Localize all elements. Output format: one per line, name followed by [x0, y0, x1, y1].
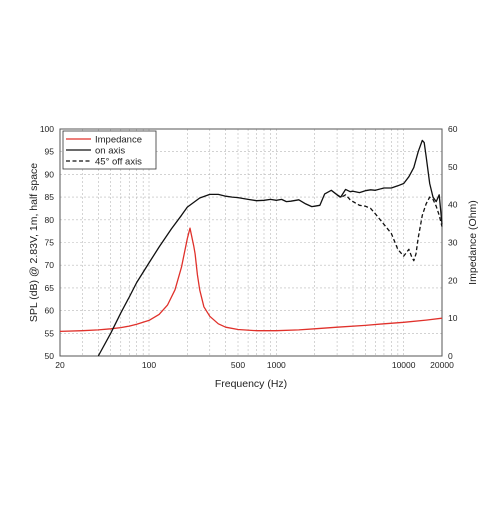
series-layer: [59, 139, 443, 357]
y2-tick-label: 50: [448, 162, 458, 172]
x-tick-label: 20000: [430, 360, 454, 370]
y-tick-label: 55: [45, 328, 55, 338]
series-line-45-off-axis: [336, 194, 443, 262]
y2-tick-label: 60: [448, 124, 458, 134]
y-tick-label: 75: [45, 238, 55, 248]
y-tick-label: 70: [45, 260, 55, 270]
y2-tick-label: 0: [448, 351, 453, 361]
x-tick-label: 500: [231, 360, 245, 370]
y-tick-label: 95: [45, 147, 55, 157]
y-tick-label: 85: [45, 192, 55, 202]
y-tick-label: 90: [45, 169, 55, 179]
y-tick-label: 50: [45, 351, 55, 361]
x-tick-label: 10000: [392, 360, 416, 370]
legend-label-impedance: Impedance: [95, 135, 142, 146]
legend-label-45-off-axis: 45° off axis: [95, 157, 142, 168]
y-tick-label: 60: [45, 306, 55, 316]
y2-tick-label: 30: [448, 238, 458, 248]
y-axis-label: SPL (dB) @ 2.83V, 1m, half space: [28, 163, 40, 322]
y2-tick-label: 20: [448, 275, 458, 285]
y2-tick-label: 40: [448, 200, 458, 210]
x-tick-label: 20: [55, 360, 65, 370]
plot-frame: [59, 128, 443, 357]
series-line-impedance: [59, 227, 443, 333]
legend-label-on-axis: on axis: [95, 146, 125, 157]
y-tick-label: 100: [40, 124, 54, 134]
x-axis-label: Frequency (Hz): [215, 378, 287, 390]
legend: Impedance on axis 45° off axis: [62, 130, 157, 170]
y-tick-label: 65: [45, 283, 55, 293]
y-tick-label: 80: [45, 215, 55, 225]
y2-tick-label: 10: [448, 313, 458, 323]
series-line-on-axis: [97, 139, 443, 357]
tick-labels: 20 100 500 1000 10000 20000505560657075808590…: [40, 124, 458, 370]
x-tick-label: 1000: [267, 360, 286, 370]
y2-axis-label: Impedance (Ohm): [467, 200, 479, 285]
x-tick-label: 100: [142, 360, 156, 370]
